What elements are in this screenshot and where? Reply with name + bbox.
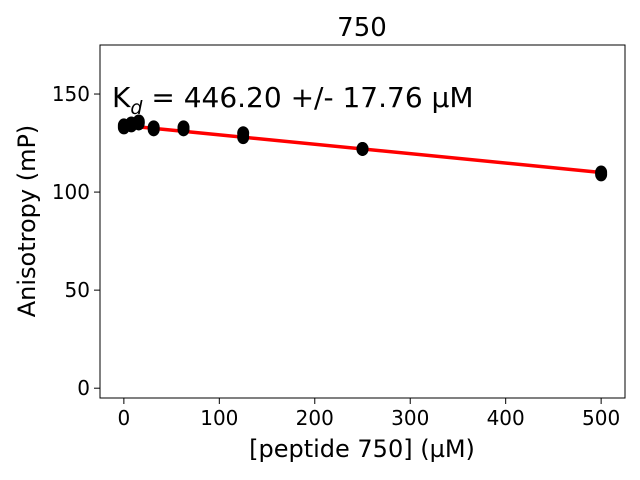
data-point [177,120,190,135]
y-tick-label: 150 [52,82,90,106]
y-tick-label: 0 [77,376,90,400]
kd-text: = 446.20 +/- 17.76 µM [142,81,473,114]
x-ticks: 0 100 200 300 400 500 [117,398,620,430]
x-tick-label: 0 [117,406,130,430]
y-tick-label: 100 [52,180,90,204]
chart-title: 750 [337,13,387,43]
x-axis-label: [peptide 750] (µM) [249,435,475,463]
data-point [147,120,160,135]
x-tick-label: 400 [487,406,525,430]
data-point [356,141,369,156]
data-point [237,126,250,141]
points-layer [117,114,608,182]
y-tick-label: 50 [65,278,90,302]
plot-area [99,44,626,399]
x-tick-label: 500 [582,406,620,430]
x-tick-label: 300 [391,406,429,430]
kd-annotation: Kd = 446.20 +/- 17.76 µM [112,81,474,119]
y-ticks: 0 50 100 150 [52,82,100,400]
x-tick-label: 200 [296,406,334,430]
kd-subscript: d [130,97,143,119]
data-point [595,165,608,180]
kd-prefix: K [112,81,131,114]
x-tick-label: 100 [200,406,238,430]
data-point [132,116,145,131]
y-axis-label: Anisotropy (mP) [13,125,41,318]
